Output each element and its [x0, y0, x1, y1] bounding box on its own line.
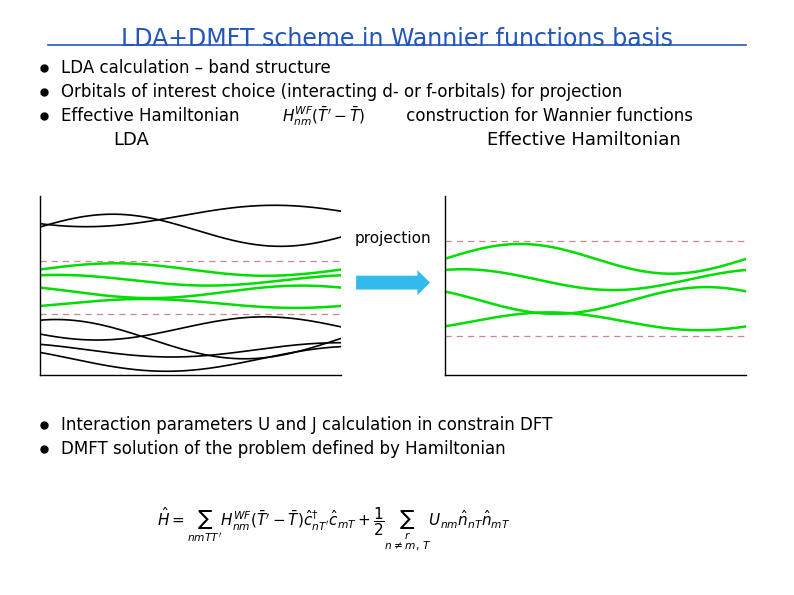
Text: construction for Wannier functions: construction for Wannier functions — [401, 107, 693, 125]
Text: Effective Hamiltonian: Effective Hamiltonian — [61, 107, 245, 125]
Text: LDA calculation – band structure: LDA calculation – band structure — [61, 60, 331, 77]
Text: Interaction parameters U and J calculation in constrain DFT: Interaction parameters U and J calculati… — [61, 416, 553, 434]
Text: $\hat{H} = \sum_{nmTT'} H_{nm}^{WF}(\bar{T}'-\bar{T})\hat{c}^{\dagger}_{nT'}\hat: $\hat{H} = \sum_{nmTT'} H_{nm}^{WF}(\bar… — [156, 506, 511, 553]
Text: Effective Hamiltonian: Effective Hamiltonian — [487, 131, 680, 149]
Text: $H_{nm}^{WF}(\bar{T}'-\bar{T})$: $H_{nm}^{WF}(\bar{T}'-\bar{T})$ — [282, 104, 365, 128]
Text: Orbitals of interest choice (interacting d- or f-orbitals) for projection: Orbitals of interest choice (interacting… — [61, 83, 622, 101]
Text: projection: projection — [355, 230, 431, 246]
Text: DMFT solution of the problem defined by Hamiltonian: DMFT solution of the problem defined by … — [61, 440, 506, 458]
Text: LDA+DMFT scheme in Wannier functions basis: LDA+DMFT scheme in Wannier functions bas… — [121, 27, 673, 51]
Text: LDA: LDA — [113, 131, 149, 149]
